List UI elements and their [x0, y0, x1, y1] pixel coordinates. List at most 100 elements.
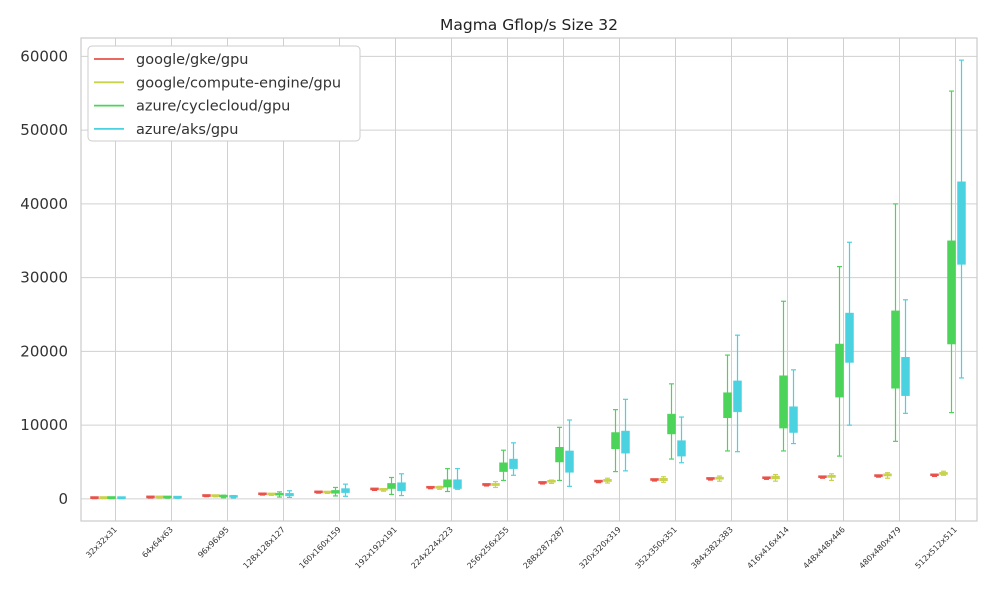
box	[789, 406, 798, 433]
y-tick-label: 60000	[20, 47, 68, 65]
box-plot	[229, 494, 238, 499]
legend-item: azure/aks/gpu	[94, 122, 238, 138]
box-plot	[818, 475, 827, 479]
legend-item: google/gke/gpu	[94, 52, 248, 68]
box-plot	[331, 486, 340, 497]
box-plot	[939, 470, 948, 476]
legend-label: azure/aks/gpu	[136, 122, 238, 138]
box-plot	[611, 409, 620, 473]
box	[443, 479, 452, 488]
plot-frame	[80, 37, 978, 522]
box-plot	[314, 490, 323, 494]
series-google-compute-engine-gpu	[99, 470, 948, 500]
box-plot	[435, 485, 444, 490]
y-axis: 0 10000 20000 30000 40000 50000 60000	[20, 47, 68, 507]
box-plot	[219, 494, 228, 499]
y-tick-label: 50000	[20, 121, 68, 139]
box-plot	[771, 473, 780, 482]
y-tick-label: 30000	[20, 269, 68, 287]
box-plot	[267, 492, 276, 496]
box	[845, 312, 854, 363]
box-plot	[397, 473, 406, 497]
box-plot	[901, 299, 910, 414]
box-plot	[285, 490, 294, 499]
box-plot	[659, 476, 668, 483]
box-plot	[275, 491, 284, 498]
box-plot	[173, 495, 182, 499]
y-tick-label: 20000	[20, 342, 68, 360]
box-plot	[211, 494, 220, 498]
box-plot	[706, 477, 715, 481]
box-plot	[789, 369, 798, 445]
box-plot	[677, 416, 686, 464]
box-plot	[547, 479, 556, 484]
box-plot	[845, 241, 854, 426]
legend-frame	[87, 45, 361, 142]
box-plot	[491, 480, 500, 489]
box-plot	[555, 426, 564, 482]
box-plot	[650, 478, 659, 482]
box-plot	[90, 496, 99, 500]
boxes	[90, 59, 966, 500]
box-plot	[891, 203, 900, 442]
box-plot	[387, 476, 396, 496]
box-plot	[453, 468, 462, 490]
box-plot	[603, 477, 612, 484]
box-plot	[482, 483, 491, 487]
box-plot	[99, 496, 108, 500]
box	[957, 181, 966, 265]
legend-item: azure/cyclecloud/gpu	[94, 99, 290, 115]
box-plot	[957, 59, 966, 379]
box-plot	[509, 442, 518, 476]
chart-title: Magma Gflop/s Size 32	[440, 16, 618, 34]
box	[499, 462, 508, 472]
box-plot	[621, 398, 630, 472]
box-plot	[499, 449, 508, 482]
box-plot	[443, 468, 452, 493]
box-plot	[930, 473, 939, 477]
y-tick-label: 10000	[20, 416, 68, 434]
box-plot	[117, 496, 126, 500]
box-plot	[874, 474, 883, 478]
box-plot	[835, 265, 844, 457]
box	[453, 479, 462, 489]
box	[779, 375, 788, 429]
box-plot	[883, 472, 892, 479]
box-plot	[733, 334, 742, 453]
box	[835, 343, 844, 398]
box-plot	[146, 495, 155, 499]
box-plot	[370, 487, 379, 491]
box	[667, 413, 676, 435]
box-plot	[667, 383, 676, 460]
box-plot	[258, 492, 267, 496]
box-plot	[323, 490, 332, 495]
box-plot	[715, 475, 724, 482]
box-plot	[947, 90, 956, 414]
legend-label: google/gke/gpu	[136, 52, 248, 68]
box-plot	[163, 495, 172, 499]
box-plot	[155, 495, 164, 499]
series-azure-aks-gpu	[117, 59, 966, 500]
legend-label: azure/cyclecloud/gpu	[136, 99, 290, 115]
y-tick-label: 40000	[20, 195, 68, 213]
box-plot	[723, 354, 732, 452]
box-plot	[202, 494, 211, 498]
series-azure-cyclecloud-gpu	[107, 90, 956, 500]
box-plot	[379, 488, 388, 492]
box	[901, 357, 910, 396]
legend: google/gke/gpu google/compute-engine/gpu a…	[87, 45, 361, 142]
box-plot	[426, 485, 435, 490]
box-plot	[827, 473, 836, 482]
legend-item: google/compute-engine/gpu	[94, 75, 341, 91]
box-plot	[538, 481, 547, 485]
box-plot	[762, 476, 771, 480]
box-plot	[107, 496, 116, 500]
box	[723, 392, 732, 419]
legend-label: google/compute-engine/gpu	[136, 75, 341, 91]
box	[621, 430, 630, 454]
box-plot	[565, 419, 574, 487]
box	[891, 310, 900, 389]
box-plot	[341, 483, 350, 497]
y-tick-label: 0	[58, 490, 68, 508]
